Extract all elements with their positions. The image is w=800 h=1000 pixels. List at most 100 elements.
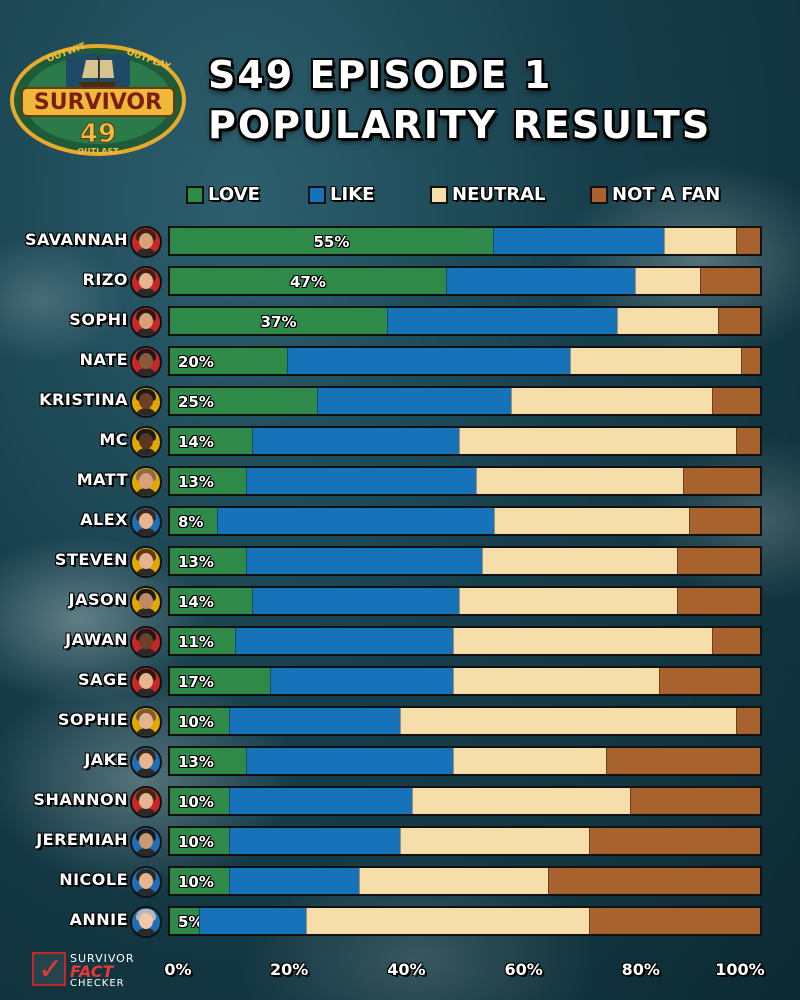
checkbox-icon: ✓	[32, 952, 66, 986]
bar-segment-not-a-fan	[588, 828, 761, 854]
bar-segment-love: 10%	[170, 868, 229, 894]
stacked-bar: 13%	[168, 466, 762, 496]
logo-season: 49	[80, 119, 116, 149]
bar-segment-not-a-fan	[547, 868, 760, 894]
bar-segment-neutral	[476, 468, 683, 494]
bar-segment-love: 13%	[170, 548, 247, 574]
avatar-face	[139, 793, 153, 809]
bar-segment-neutral	[411, 788, 630, 814]
contestant-avatar	[130, 386, 162, 418]
avatar-face	[139, 873, 153, 889]
data-label: 10%	[178, 833, 214, 851]
legend-swatch-love	[186, 185, 204, 204]
bar-segment-like	[228, 828, 400, 854]
chart-row: ANNIE 5%	[0, 906, 800, 938]
data-label: 13%	[178, 553, 214, 571]
avatar-shoulders	[134, 288, 158, 296]
bar-segment-neutral	[399, 708, 736, 734]
legend-label-love: LOVE	[208, 184, 260, 205]
logo-survivor: SURVIVOR	[34, 90, 162, 115]
bar-segment-neutral	[452, 628, 713, 654]
bar-segment-not-a-fan	[735, 428, 761, 454]
data-label: 37%	[260, 313, 297, 331]
avatar-shoulders	[134, 408, 158, 416]
bar-segment-neutral	[452, 748, 607, 774]
avatar-shoulders	[134, 488, 158, 496]
bar-segment-neutral	[493, 508, 689, 534]
stacked-bar: 10%	[168, 826, 762, 856]
bar-segment-neutral	[617, 308, 718, 334]
legend-item-like: LIKE	[308, 184, 430, 205]
contestant-avatar	[130, 346, 162, 378]
x-tick-label: 20%	[270, 960, 309, 979]
avatar-shoulders	[134, 808, 158, 816]
x-tick-label: 60%	[504, 960, 543, 979]
avatar-face	[139, 633, 153, 649]
title-line-1: S49 EPISODE 1	[208, 53, 553, 97]
legend-item-not-a-fan: NOT A FAN	[590, 184, 720, 205]
bar-segment-love: 10%	[170, 788, 229, 814]
avatar-face	[139, 273, 153, 289]
bar-segment-like	[246, 468, 477, 494]
contestant-name: RIZO	[82, 270, 128, 289]
stacked-bar: 11%	[168, 626, 762, 656]
contestant-name: SHANNON	[33, 790, 128, 809]
contestant-name: JAKE	[84, 750, 128, 769]
bar-segment-love: 5%	[170, 908, 203, 934]
legend-item-neutral: NEUTRAL	[430, 184, 590, 205]
x-tick-label: 0%	[164, 960, 192, 979]
avatar-face	[139, 313, 153, 329]
contestant-avatar	[130, 546, 162, 578]
data-label: 13%	[178, 473, 214, 491]
bar-segment-like	[246, 548, 483, 574]
bar-segment-like	[246, 748, 453, 774]
stacked-bar: 10%	[168, 706, 762, 736]
stacked-bar: 10%	[168, 866, 762, 896]
bar-segment-love: 8%	[170, 508, 217, 534]
avatar-face	[139, 553, 153, 569]
sfc-line-2: FACT	[70, 962, 114, 981]
survivor-fact-checker-logo: ✓ SURVIVOR FACT CHECKER	[30, 946, 160, 990]
stacked-bar: 25%	[168, 386, 762, 416]
bar-segment-neutral	[399, 828, 589, 854]
avatar-shoulders	[134, 848, 158, 856]
stacked-bar: 13%	[168, 746, 762, 776]
avatar-shoulders	[134, 688, 158, 696]
chart-row: MC 14%	[0, 426, 800, 458]
contestant-avatar	[130, 466, 162, 498]
chart-row: JAKE 13%	[0, 746, 800, 778]
bar-segment-love: 13%	[170, 748, 247, 774]
data-label: 10%	[178, 873, 214, 891]
chart-row: SOPHI 37%	[0, 306, 800, 338]
contestant-avatar	[130, 786, 162, 818]
bar-segment-love: 13%	[170, 468, 247, 494]
bar-segment-neutral	[458, 428, 736, 454]
bar-segment-love: 10%	[170, 708, 229, 734]
bar-segment-love: 47%	[170, 268, 446, 294]
contestant-name: STEVEN	[54, 550, 128, 569]
bar-segment-not-a-fan	[735, 708, 761, 734]
bar-segment-neutral	[634, 268, 701, 294]
avatar-face	[139, 513, 153, 529]
bar-segment-not-a-fan	[712, 388, 760, 414]
avatar-shoulders	[134, 248, 158, 256]
avatar-face	[139, 593, 153, 609]
avatar-shoulders	[134, 608, 158, 616]
bar-segment-not-a-fan	[735, 228, 760, 254]
bar-segment-love: 55%	[170, 228, 493, 254]
data-label: 14%	[178, 593, 214, 611]
contestant-avatar	[130, 586, 162, 618]
data-label: 20%	[178, 353, 214, 371]
survivor-49-logo: OUTWIT OUTPLAY SURVIVOR 49 OUTLAST	[10, 41, 186, 156]
bar-segment-not-a-fan	[682, 468, 761, 494]
stacked-bar: 37%	[168, 306, 762, 336]
stacked-bar: 47%	[168, 266, 762, 296]
data-label: 55%	[313, 233, 350, 251]
avatar-shoulders	[134, 448, 158, 456]
bar-segment-love: 11%	[170, 628, 235, 654]
bar-segment-neutral	[664, 228, 736, 254]
bar-segment-not-a-fan	[741, 348, 761, 374]
contestant-name: KRISTINA	[39, 390, 128, 409]
title-line-2: POPULARITY RESULTS	[208, 103, 712, 147]
bar-segment-love: 10%	[170, 828, 229, 854]
